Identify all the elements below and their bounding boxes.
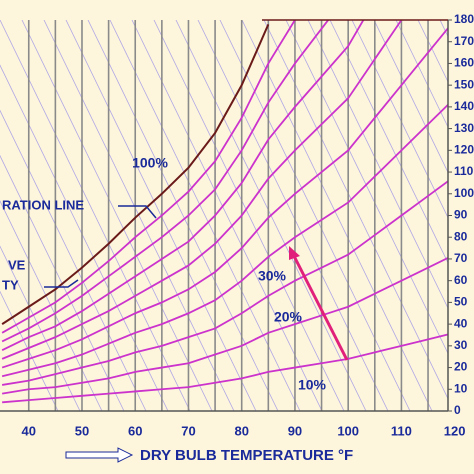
- wet-bulb-line: [87, 20, 279, 411]
- rh-curve: [1, 20, 330, 343]
- rh-curve: [1, 20, 403, 360]
- rh-curve: [1, 20, 365, 351]
- y-tick-label: 140: [454, 99, 474, 113]
- x-tick-label: 70: [181, 423, 195, 438]
- y-tick-label: 130: [454, 121, 474, 135]
- wet-bulb-line: [219, 20, 411, 411]
- x-tick-label: 60: [128, 423, 142, 438]
- y-tick-label: 10: [454, 381, 468, 395]
- wet-bulb-line: [329, 20, 448, 264]
- y-tick-label: 80: [454, 229, 468, 243]
- wet-bulb-line: [0, 200, 103, 411]
- y-tick-label: 60: [454, 273, 468, 287]
- annotation: VE: [8, 257, 26, 272]
- curve-label: 20%: [274, 309, 303, 325]
- y-tick-label: 170: [454, 34, 474, 48]
- leader: [118, 205, 157, 219]
- y-tick-label: 40: [454, 316, 468, 330]
- x-tick-label: 110: [391, 423, 412, 438]
- annotation: RATION LINE: [2, 197, 84, 212]
- y-tick-label: 120: [454, 143, 474, 157]
- y-tick-label: 50: [454, 295, 468, 309]
- wet-bulb-line: [0, 109, 147, 411]
- curve-label: 10%: [298, 377, 327, 393]
- rh-curve: [1, 20, 297, 334]
- wet-bulb-line: [0, 290, 59, 411]
- y-tick-label: 160: [454, 56, 474, 70]
- curve-label: 30%: [258, 268, 287, 284]
- y-tick-label: 180: [454, 12, 474, 26]
- leader: [44, 279, 79, 288]
- rh-curve: [1, 23, 270, 325]
- wet-bulb-line: [373, 20, 448, 174]
- y-tick-label: 0: [454, 403, 461, 417]
- y-tick-label: 100: [454, 186, 474, 200]
- wet-bulb-line: [285, 20, 448, 355]
- x-tick-label: 50: [75, 423, 89, 438]
- annotation: TY: [2, 277, 19, 292]
- x-tick-label: 40: [22, 423, 36, 438]
- y-tick-label: 90: [454, 208, 468, 222]
- axis-arrow: [65, 447, 134, 463]
- wet-bulb-line: [197, 20, 389, 411]
- wet-bulb-line: [131, 20, 323, 411]
- rh-curve: [1, 256, 448, 395]
- x-tick-label: 90: [288, 423, 302, 438]
- wet-bulb-line: [351, 20, 448, 219]
- arrow: [292, 255, 349, 361]
- x-tick-label: 80: [234, 423, 248, 438]
- rh-curve: [1, 180, 448, 386]
- wet-bulb-line: [307, 20, 448, 310]
- rh-curve: [2, 333, 448, 404]
- wet-bulb-lines: [0, 20, 448, 411]
- wet-bulb-line: [0, 64, 169, 411]
- x-axis-title: DRY BULB TEMPERATURE °F: [140, 447, 353, 464]
- wet-bulb-line: [21, 20, 213, 411]
- x-tick-label: 120: [444, 423, 466, 438]
- y-tick-label: 20: [454, 360, 468, 374]
- curves: [1, 20, 448, 404]
- wet-bulb-line: [153, 20, 345, 411]
- x-tick-label: 100: [337, 423, 359, 438]
- y-tick-label: 150: [454, 77, 474, 91]
- y-tick-label: 30: [454, 338, 468, 352]
- rh-curve: [1, 26, 448, 369]
- y-tick-label: 70: [454, 251, 468, 265]
- y-tick-label: 110: [454, 164, 474, 178]
- curve-label: 100%: [132, 155, 168, 171]
- rh-curve: [1, 103, 448, 378]
- arrow-head: [289, 246, 300, 260]
- wet-bulb-line: [0, 245, 81, 411]
